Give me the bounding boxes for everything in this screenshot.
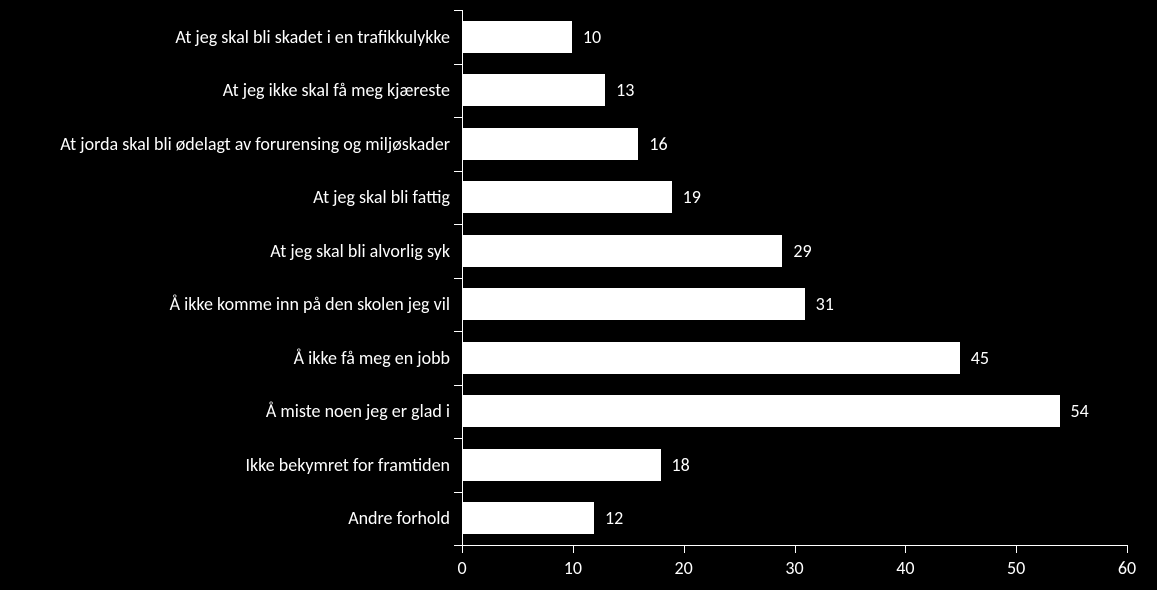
x-tick-label: 40 bbox=[896, 557, 914, 579]
y-tick bbox=[454, 385, 462, 386]
value-label: 13 bbox=[616, 79, 634, 101]
x-tick bbox=[1016, 545, 1017, 553]
category-label: Andre forhold bbox=[0, 507, 450, 529]
bar-row: Andre forhold12 bbox=[462, 492, 1127, 546]
bar-row: At jorda skal bli ødelagt av forurensing… bbox=[462, 117, 1127, 171]
x-tick-label: 0 bbox=[457, 557, 466, 579]
category-label: Å ikke komme inn på den skolen jeg vil bbox=[0, 293, 450, 315]
bar bbox=[462, 73, 606, 107]
x-tick-label: 50 bbox=[1007, 557, 1025, 579]
x-tick bbox=[795, 545, 796, 553]
category-label: Å ikke få meg en jobb bbox=[0, 347, 450, 369]
category-label: At jeg skal bli alvorlig syk bbox=[0, 240, 450, 262]
category-label: At jeg skal bli fattig bbox=[0, 186, 450, 208]
bar-row: Å ikke få meg en jobb45 bbox=[462, 331, 1127, 385]
y-tick bbox=[454, 224, 462, 225]
bar bbox=[462, 20, 573, 54]
y-tick bbox=[454, 64, 462, 65]
category-label: At jorda skal bli ødelagt av forurensing… bbox=[0, 133, 450, 155]
bar bbox=[462, 394, 1061, 428]
x-tick bbox=[1127, 545, 1128, 553]
value-label: 12 bbox=[605, 507, 623, 529]
y-tick bbox=[454, 171, 462, 172]
bar-row: Å miste noen jeg er glad i54 bbox=[462, 385, 1127, 439]
value-label: 10 bbox=[583, 26, 601, 48]
value-label: 29 bbox=[793, 240, 811, 262]
x-tick bbox=[905, 545, 906, 553]
value-label: 18 bbox=[672, 454, 690, 476]
x-tick bbox=[462, 545, 463, 553]
category-label: At jeg ikke skal få meg kjæreste bbox=[0, 79, 450, 101]
y-tick bbox=[454, 331, 462, 332]
bar-row: At jeg skal bli skadet i en trafikkulykk… bbox=[462, 10, 1127, 64]
x-tick bbox=[573, 545, 574, 553]
bar bbox=[462, 341, 961, 375]
value-label: 45 bbox=[971, 347, 989, 369]
plot-area: At jeg skal bli skadet i en trafikkulykk… bbox=[462, 10, 1127, 545]
bar-row: Å ikke komme inn på den skolen jeg vil31 bbox=[462, 278, 1127, 332]
bar bbox=[462, 234, 783, 268]
y-tick bbox=[454, 278, 462, 279]
x-tick-label: 20 bbox=[675, 557, 693, 579]
bar-row: At jeg ikke skal få meg kjæreste13 bbox=[462, 64, 1127, 118]
y-axis bbox=[462, 10, 463, 545]
bar bbox=[462, 127, 639, 161]
value-label: 54 bbox=[1071, 400, 1089, 422]
bar bbox=[462, 287, 806, 321]
bar bbox=[462, 180, 673, 214]
worries-bar-chart: At jeg skal bli skadet i en trafikkulykk… bbox=[0, 0, 1157, 590]
value-label: 31 bbox=[816, 293, 834, 315]
y-tick bbox=[454, 10, 462, 11]
value-label: 19 bbox=[683, 186, 701, 208]
y-tick bbox=[454, 438, 462, 439]
category-label: Ikke bekymret for framtiden bbox=[0, 454, 450, 476]
bar-row: Ikke bekymret for framtiden18 bbox=[462, 438, 1127, 492]
y-tick bbox=[454, 492, 462, 493]
bar-row: At jeg skal bli fattig19 bbox=[462, 171, 1127, 225]
category-label: Å miste noen jeg er glad i bbox=[0, 400, 450, 422]
value-label: 16 bbox=[649, 133, 667, 155]
y-tick bbox=[454, 117, 462, 118]
y-tick bbox=[454, 545, 462, 546]
x-tick-label: 60 bbox=[1118, 557, 1136, 579]
bar bbox=[462, 448, 662, 482]
x-tick bbox=[684, 545, 685, 553]
x-tick-label: 10 bbox=[564, 557, 582, 579]
category-label: At jeg skal bli skadet i en trafikkulykk… bbox=[0, 26, 450, 48]
x-tick-label: 30 bbox=[785, 557, 803, 579]
bar-row: At jeg skal bli alvorlig syk29 bbox=[462, 224, 1127, 278]
bar bbox=[462, 501, 595, 535]
